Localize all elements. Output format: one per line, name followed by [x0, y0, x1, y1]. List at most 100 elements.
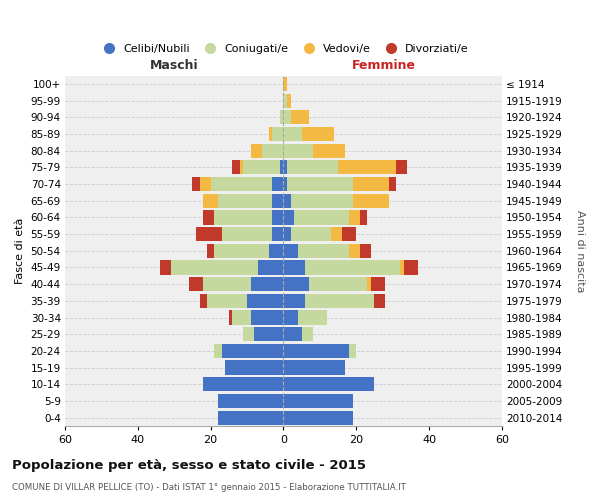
Bar [200, 294, 207, 308]
Bar [283, 194, 290, 208]
Bar [247, 294, 283, 308]
Text: COMUNE DI VILLAR PELLICE (TO) - Dati ISTAT 1° gennaio 2015 - Elaborazione TUTTIT: COMUNE DI VILLAR PELLICE (TO) - Dati IST… [12, 484, 406, 492]
Bar [302, 127, 334, 141]
Bar [349, 344, 356, 358]
Bar [338, 160, 396, 174]
Bar [207, 294, 247, 308]
Bar [313, 144, 346, 158]
Bar [203, 194, 218, 208]
Bar [287, 177, 353, 191]
Bar [221, 227, 272, 241]
Bar [251, 144, 262, 158]
Bar [353, 177, 389, 191]
Bar [244, 327, 254, 342]
Bar [283, 277, 309, 291]
Bar [272, 194, 283, 208]
Y-axis label: Anni di nascita: Anni di nascita [575, 210, 585, 292]
Bar [283, 77, 287, 91]
Bar [203, 377, 283, 392]
Bar [283, 160, 287, 174]
Bar [269, 244, 283, 258]
Bar [229, 310, 232, 324]
Text: Maschi: Maschi [150, 59, 199, 72]
Bar [341, 227, 356, 241]
Bar [193, 177, 200, 191]
Bar [404, 260, 418, 274]
Bar [349, 244, 360, 258]
Bar [283, 127, 302, 141]
Bar [360, 244, 371, 258]
Bar [283, 177, 287, 191]
Bar [240, 160, 244, 174]
Bar [203, 210, 214, 224]
Bar [283, 294, 305, 308]
Bar [309, 277, 367, 291]
Bar [211, 177, 272, 191]
Bar [254, 327, 283, 342]
Bar [349, 210, 360, 224]
Bar [283, 360, 346, 374]
Bar [290, 110, 309, 124]
Bar [302, 327, 313, 342]
Bar [283, 144, 313, 158]
Bar [283, 244, 298, 258]
Bar [272, 210, 283, 224]
Legend: Celibi/Nubili, Coniugati/e, Vedovi/e, Divorziati/e: Celibi/Nubili, Coniugati/e, Vedovi/e, Di… [94, 39, 473, 58]
Bar [160, 260, 170, 274]
Bar [287, 94, 290, 108]
Bar [367, 277, 371, 291]
Bar [225, 360, 283, 374]
Bar [283, 394, 353, 408]
Bar [218, 194, 272, 208]
Bar [290, 227, 331, 241]
Bar [214, 244, 269, 258]
Text: Popolazione per età, sesso e stato civile - 2015: Popolazione per età, sesso e stato civil… [12, 460, 366, 472]
Bar [203, 277, 251, 291]
Bar [283, 310, 298, 324]
Bar [283, 227, 290, 241]
Bar [272, 177, 283, 191]
Bar [283, 94, 287, 108]
Text: Femmine: Femmine [352, 59, 416, 72]
Bar [360, 210, 367, 224]
Y-axis label: Fasce di età: Fasce di età [15, 218, 25, 284]
Bar [400, 260, 404, 274]
Bar [200, 177, 211, 191]
Bar [283, 210, 295, 224]
Bar [251, 277, 283, 291]
Bar [218, 394, 283, 408]
Bar [305, 294, 374, 308]
Bar [189, 277, 203, 291]
Bar [272, 227, 283, 241]
Bar [396, 160, 407, 174]
Bar [305, 260, 400, 274]
Bar [298, 310, 327, 324]
Bar [353, 194, 389, 208]
Bar [196, 227, 221, 241]
Bar [221, 344, 283, 358]
Bar [298, 244, 349, 258]
Bar [283, 327, 302, 342]
Bar [214, 210, 272, 224]
Bar [207, 244, 214, 258]
Bar [283, 110, 290, 124]
Bar [280, 160, 283, 174]
Bar [287, 160, 338, 174]
Bar [283, 377, 374, 392]
Bar [295, 210, 349, 224]
Bar [374, 294, 385, 308]
Bar [214, 344, 221, 358]
Bar [283, 260, 305, 274]
Bar [251, 310, 283, 324]
Bar [218, 410, 283, 424]
Bar [371, 277, 385, 291]
Bar [244, 160, 280, 174]
Bar [283, 410, 353, 424]
Bar [280, 110, 283, 124]
Bar [272, 127, 283, 141]
Bar [232, 160, 240, 174]
Bar [262, 144, 283, 158]
Bar [290, 194, 353, 208]
Bar [331, 227, 341, 241]
Bar [283, 344, 349, 358]
